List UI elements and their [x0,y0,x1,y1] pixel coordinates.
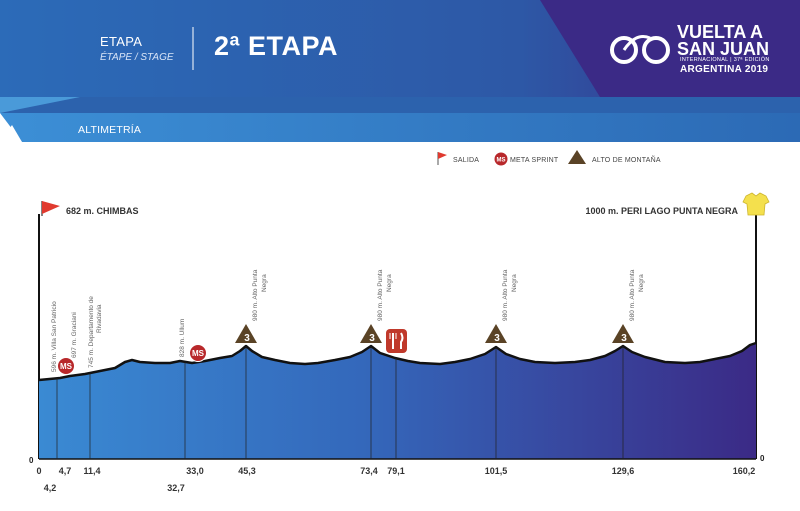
waypoint-lines [56,346,624,459]
y-zero-left: 0 [29,456,34,465]
km-marker: 101,5 [485,466,508,476]
profile-outline [38,341,757,382]
waypoint-label: 980 m. Alto Punta [502,269,509,321]
legend-sprint-label: META SPRINT [510,157,559,164]
svg-text:MS: MS [497,158,506,164]
legend-climb-label: ALTO DE MONTAÑA [592,157,661,164]
sprint-badge-icon: MS [494,152,508,166]
km-marker: 160,2 [733,466,756,476]
km-marker: 4,2 [44,483,57,493]
km-marker: 73,4 [360,466,378,476]
stage-label-subtitle: ÉTAPE / STAGE [100,52,174,63]
waypoint-label-line2: Negra [638,274,645,292]
legend-start-label: SALIDA [453,157,480,164]
sprint-badge-text: MS [60,362,73,371]
finish-label: 1000 m. PERI LAGO PUNTA NEGRA [585,206,738,216]
climb-marker-3: 3 [485,324,507,344]
stage-title: 2ª ETAPA [214,31,339,61]
waypoint-label-line2: Negra [386,274,393,292]
waypoint-label-line2: Negra [511,274,518,292]
waypoint-label: 828 m. Ullum [179,319,186,357]
climb-category: 3 [244,333,250,344]
mountain-icon [568,150,586,164]
sprint-badge-text: MS [192,349,205,358]
km-marker: 11,4 [83,466,100,476]
km-marker: 4,7 [59,466,72,476]
waypoint-label-line2: Rivadavia [96,304,103,333]
y-zero-right: 0 [760,454,765,463]
km-marker: 33,0 [186,466,204,476]
climb-marker-1: 3 [235,324,257,344]
waypoint-label: 745 m. Departamento de [88,296,95,368]
waypoint-label: 697 m. Graciani [71,312,78,358]
km-marker: 129,6 [612,466,635,476]
waypoint-label: 980 m. Alto Punta [629,269,636,321]
sprint-badge-1: MS [57,357,75,375]
climb-category: 3 [494,333,500,344]
waypoint-label: 980 m. Alto Punta [377,269,384,321]
climb-marker-2: 3 [360,324,382,344]
brand-line-1: VUELTA A [677,22,763,42]
sprint-badge-2: MS [189,344,207,362]
start-label: 682 m. CHIMBAS [66,206,139,216]
km-marker: 45,3 [238,466,256,476]
km-marker: 32,7 [167,483,185,493]
profile-fill [39,343,756,459]
section-label: ALTIMETRÍA [78,124,142,136]
feed-zone-icon [386,329,407,353]
cycling-logo-icon [610,35,670,64]
brand-line-4: ARGENTINA 2019 [680,64,769,75]
climb-marker-4: 3 [612,324,634,344]
waypoint-label-line2: Negra [261,274,268,292]
waypoint-label: 980 m. Alto Punta [252,269,259,321]
climb-category: 3 [369,333,375,344]
km-marker: 0 [36,466,41,476]
km-marker: 79,1 [387,466,405,476]
brand-line-2: SAN JUAN [677,39,770,59]
leader-jersey-icon [742,192,770,216]
start-flag-icon [437,152,447,165]
climb-category: 3 [621,333,627,344]
waypoint-label: 596 m. Villa San Patricio [51,301,58,372]
brand-line-3: INTERNACIONAL | 37ª EDICIÓN [680,57,770,63]
stage-label: ETAPA [100,34,143,49]
start-flag-icon [41,201,60,216]
